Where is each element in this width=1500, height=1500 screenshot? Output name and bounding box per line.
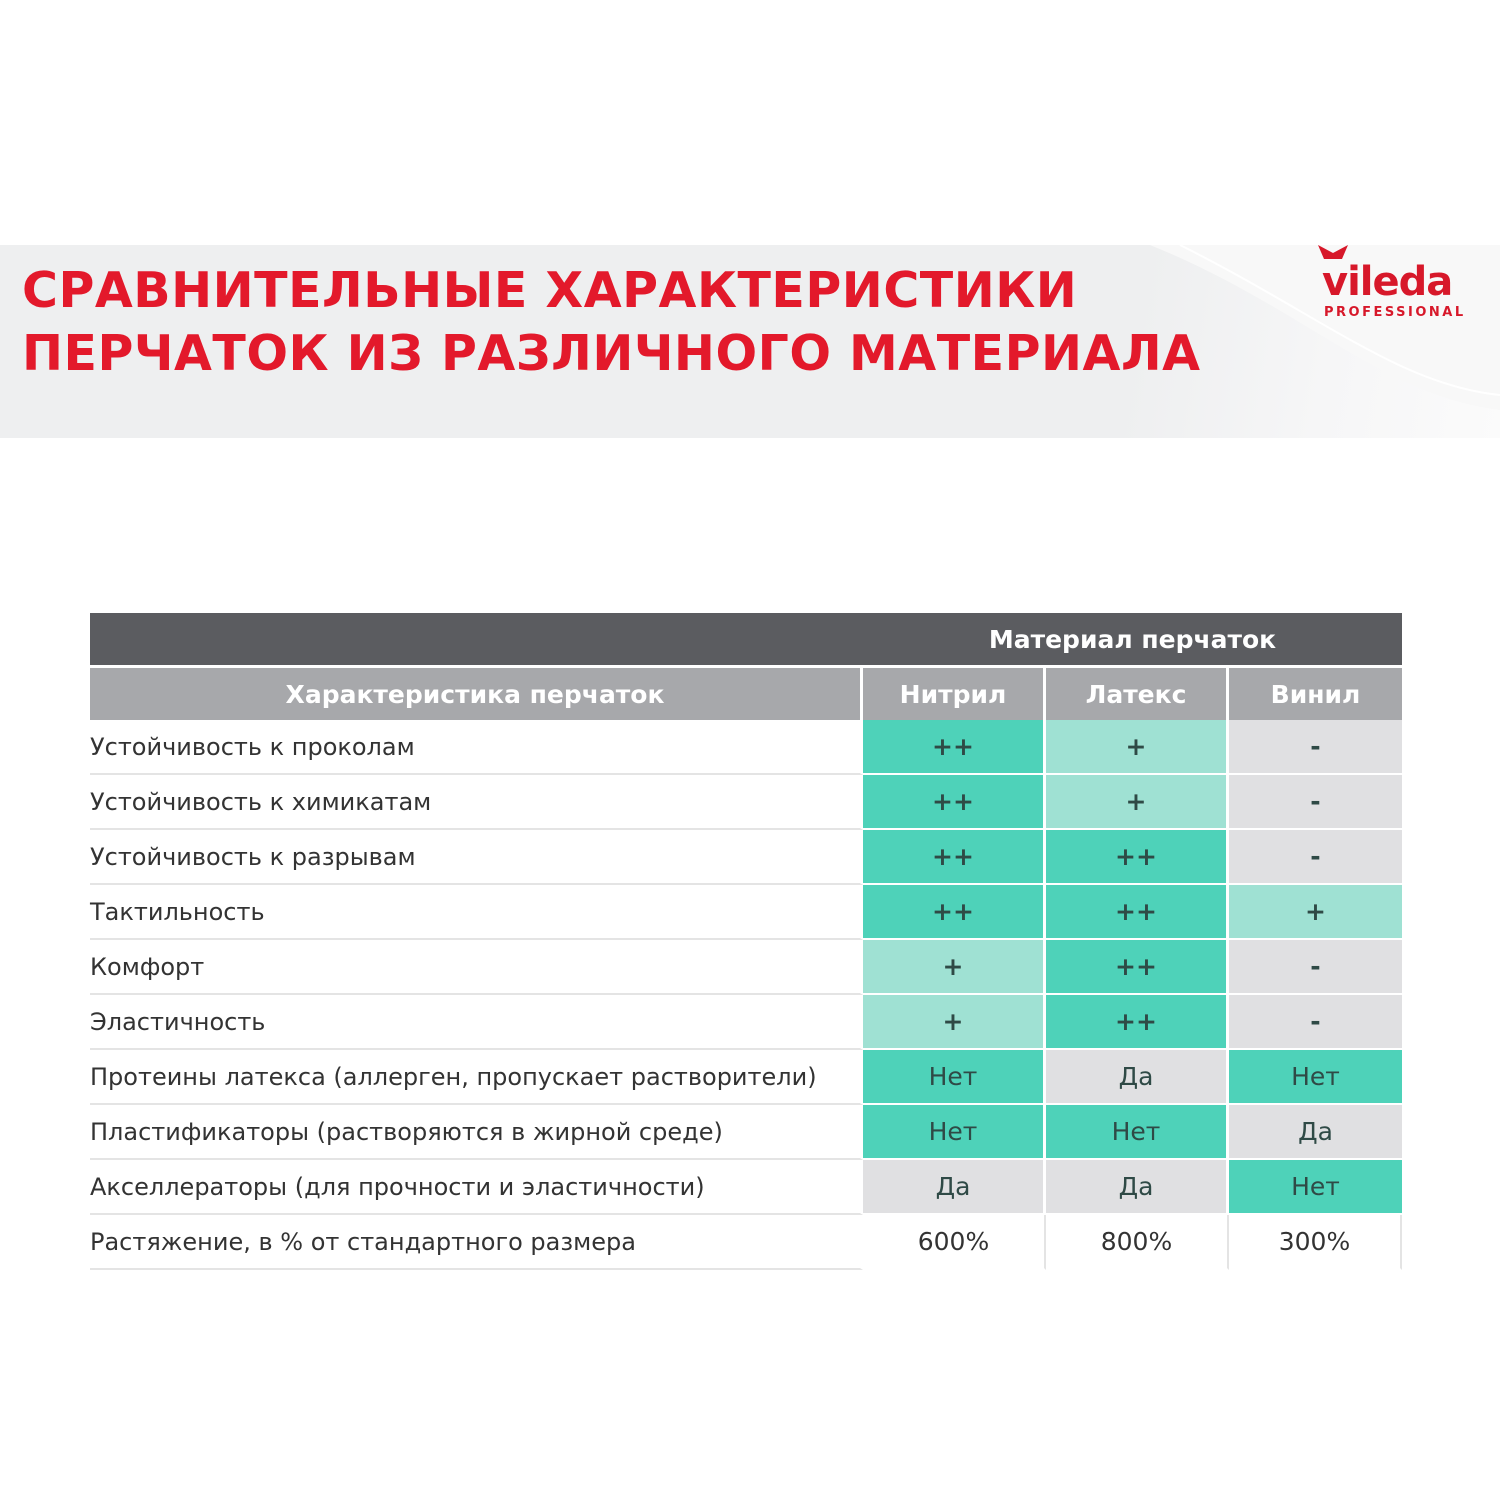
logo-sub: PROFESSIONAL: [1324, 305, 1466, 320]
cell-latex: Да: [1046, 1160, 1229, 1215]
row-label: Эластичность: [90, 995, 863, 1050]
cell-vinyl: +: [1229, 885, 1402, 940]
page-title: СРАВНИТЕЛЬНЫЕ ХАРАКТЕРИСТИКИ ПЕРЧАТОК ИЗ…: [22, 259, 1201, 385]
header-band: СРАВНИТЕЛЬНЫЕ ХАРАКТЕРИСТИКИ ПЕРЧАТОК ИЗ…: [0, 245, 1500, 438]
table-row: Эластичность + ++ -: [90, 995, 1402, 1050]
row-label: Устойчивость к химикатам: [90, 775, 863, 830]
cell-latex: ++: [1046, 995, 1229, 1050]
cell-vinyl: Нет: [1229, 1050, 1402, 1105]
column-header-characteristic: Характеристика перчаток: [90, 668, 863, 720]
table-row: Протеины латекса (аллерген, пропускает р…: [90, 1050, 1402, 1105]
background-swoosh: [1150, 245, 1500, 438]
table-row: Комфорт + ++ -: [90, 940, 1402, 995]
cell-vinyl: -: [1229, 775, 1402, 830]
group-header: Материал перчаток: [863, 613, 1402, 668]
cell-latex: +: [1046, 775, 1229, 830]
vileda-logo: vileda PROFESSIONAL: [1318, 245, 1478, 335]
row-label: Устойчивость к разрывам: [90, 830, 863, 885]
logo-leaf-icon: [1318, 245, 1348, 259]
cell-nitrile: ++: [863, 775, 1046, 830]
table-row: Пластификаторы (растворяются в жирной ср…: [90, 1105, 1402, 1160]
cell-vinyl: Нет: [1229, 1160, 1402, 1215]
row-label: Тактильность: [90, 885, 863, 940]
header-spacer: [90, 613, 863, 668]
table-row: Устойчивость к разрывам ++ ++ -: [90, 830, 1402, 885]
cell-nitrile: Да: [863, 1160, 1046, 1215]
cell-vinyl: -: [1229, 995, 1402, 1050]
cell-latex: 800%: [1046, 1215, 1229, 1270]
column-header-nitrile: Нитрил: [863, 668, 1046, 720]
cell-vinyl: -: [1229, 720, 1402, 775]
column-header-vinyl: Винил: [1229, 668, 1402, 720]
row-label: Растяжение, в % от стандартного размера: [90, 1215, 863, 1270]
table-row: Устойчивость к проколам ++ + -: [90, 720, 1402, 775]
cell-vinyl: 300%: [1229, 1215, 1402, 1270]
cell-nitrile: +: [863, 995, 1046, 1050]
table-row: Растяжение, в % от стандартного размера 6…: [90, 1215, 1402, 1270]
cell-nitrile: ++: [863, 720, 1046, 775]
cell-nitrile: ++: [863, 885, 1046, 940]
cell-nitrile: Нет: [863, 1050, 1046, 1105]
row-label: Устойчивость к проколам: [90, 720, 863, 775]
table-row: Тактильность ++ ++ +: [90, 885, 1402, 940]
title-line-1: СРАВНИТЕЛЬНЫЕ ХАРАКТЕРИСТИКИ: [22, 262, 1078, 319]
cell-vinyl: -: [1229, 940, 1402, 995]
row-label: Акселлераторы (для прочности и эластично…: [90, 1160, 863, 1215]
cell-nitrile: +: [863, 940, 1046, 995]
cell-latex: ++: [1046, 940, 1229, 995]
cell-nitrile: 600%: [863, 1215, 1046, 1270]
row-label: Пластификаторы (растворяются в жирной ср…: [90, 1105, 863, 1160]
title-line-2: ПЕРЧАТОК ИЗ РАЗЛИЧНОГО МАТЕРИАЛА: [22, 325, 1201, 382]
table-row: Устойчивость к химикатам ++ + -: [90, 775, 1402, 830]
cell-latex: Да: [1046, 1050, 1229, 1105]
cell-vinyl: -: [1229, 830, 1402, 885]
cell-nitrile: Нет: [863, 1105, 1046, 1160]
cell-latex: ++: [1046, 885, 1229, 940]
table-row: Акселлераторы (для прочности и эластично…: [90, 1160, 1402, 1215]
cell-latex: +: [1046, 720, 1229, 775]
row-label: Протеины латекса (аллерген, пропускает р…: [90, 1050, 863, 1105]
cell-latex: ++: [1046, 830, 1229, 885]
row-label: Комфорт: [90, 940, 863, 995]
cell-nitrile: ++: [863, 830, 1046, 885]
cell-latex: Нет: [1046, 1105, 1229, 1160]
column-header-latex: Латекс: [1046, 668, 1229, 720]
cell-vinyl: Да: [1229, 1105, 1402, 1160]
logo-word: vileda: [1322, 259, 1453, 305]
comparison-table: Материал перчаток Характеристика перчато…: [90, 613, 1402, 1270]
